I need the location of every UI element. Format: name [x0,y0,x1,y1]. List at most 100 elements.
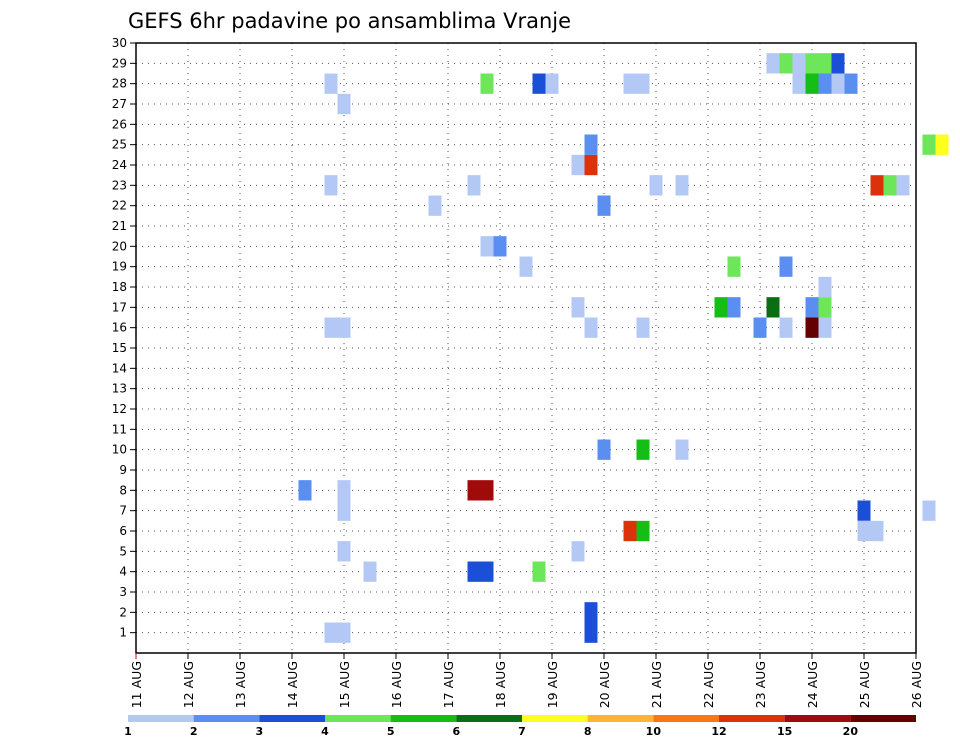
data-cell [818,73,832,94]
y-tick-label: 18 [112,280,127,294]
data-cell [597,195,611,216]
data-cell [571,541,585,562]
y-tick-label: 17 [112,300,127,314]
data-cell [675,175,689,196]
data-cell [922,500,936,521]
y-tick-label: 15 [112,341,127,355]
data-cell [480,561,494,582]
data-cell [792,53,806,74]
data-cell [649,175,663,196]
data-cell [792,73,806,94]
data-cell [571,154,585,176]
data-cell [298,480,312,501]
legend-swatch [850,715,916,722]
data-cells [298,53,949,643]
x-tick-label: 26 AUG [909,661,924,708]
legend-swatch [784,715,851,722]
data-cell [532,73,546,94]
legend-label: 8 [584,725,592,738]
data-cell [363,561,377,582]
legend-label: 6 [453,725,461,738]
data-cell [779,317,793,338]
data-cell [467,175,481,196]
data-cell [584,154,598,176]
color-legend: 1 2 3 4 5 6 7 8 10 12 15 20 [124,715,916,738]
legend-swatch [719,715,785,722]
data-cell [584,317,598,338]
data-cell [935,134,949,155]
data-cell [597,439,611,460]
y-tick-label: 2 [119,605,127,619]
data-cell [636,73,650,94]
data-cell [480,73,494,94]
data-cell [480,480,494,501]
legend-swatch [325,715,391,722]
y-tick-label: 10 [112,443,127,457]
data-cell [571,297,585,318]
y-tick-label: 24 [112,158,127,172]
data-cell [337,541,351,562]
legend-swatch [128,715,194,722]
data-cell [467,561,481,582]
data-cell [727,297,741,318]
y-tick-label: 25 [112,138,127,152]
data-cell [519,256,533,277]
data-cell [324,73,338,94]
legend-label: 4 [321,725,329,738]
x-tick-label: 24 AUG [805,661,820,708]
x-tick-label: 22 AUG [701,661,716,708]
data-cell [844,73,858,94]
data-cell [805,317,819,338]
data-cell [857,500,871,521]
data-cell [727,256,741,277]
data-cell [623,520,637,542]
data-cell [623,73,637,94]
legend-label: 5 [387,725,395,738]
y-axis: 1234567891011121314151617181920212223242… [112,36,136,640]
x-tick-label: 20 AUG [597,661,612,708]
grid-lines [136,43,916,653]
y-tick-label: 9 [119,463,127,477]
legend-label: 1 [124,725,132,738]
data-cell [870,520,884,542]
legend-label: 15 [777,725,792,738]
y-tick-label: 7 [119,504,127,518]
y-tick-label: 6 [119,524,127,538]
y-tick-label: 1 [119,626,127,640]
data-cell [818,276,832,298]
data-cell [831,53,845,74]
legend-label: 2 [190,725,198,738]
x-tick-label: 25 AUG [857,661,872,708]
data-cell [766,53,780,74]
y-tick-label: 30 [112,36,127,50]
data-cell [324,175,338,196]
data-cell [753,317,767,338]
chart-title: GEFS 6hr padavine po ansamblima Vranje [128,9,571,33]
x-tick-label: 17 AUG [441,661,456,708]
data-cell [584,134,598,155]
data-cell [428,195,442,216]
y-tick-label: 21 [112,219,127,233]
legend-label: 20 [843,725,859,738]
data-cell [675,439,689,460]
x-tick-label: 16 AUG [389,661,404,708]
data-cell [805,73,819,94]
y-tick-label: 20 [112,239,127,253]
x-tick-label: 11 AUG [129,661,144,708]
x-tick-label: 14 AUG [285,661,300,708]
y-tick-label: 5 [119,544,127,558]
data-cell [337,93,351,115]
legend-swatch [653,715,719,722]
y-tick-label: 19 [112,260,127,274]
y-tick-label: 29 [112,56,127,70]
data-cell [870,175,884,196]
y-tick-label: 14 [112,361,127,375]
y-tick-label: 3 [119,585,127,599]
data-cell [857,520,871,542]
x-axis: 11 AUG 12 AUG 13 AUG 14 AUG 15 AUG 16 AUG 17 A… [129,653,924,708]
y-tick-label: 27 [112,97,127,111]
data-cell [805,53,819,74]
data-cell [467,480,481,501]
data-cell [584,602,598,623]
y-tick-label: 23 [112,178,127,192]
